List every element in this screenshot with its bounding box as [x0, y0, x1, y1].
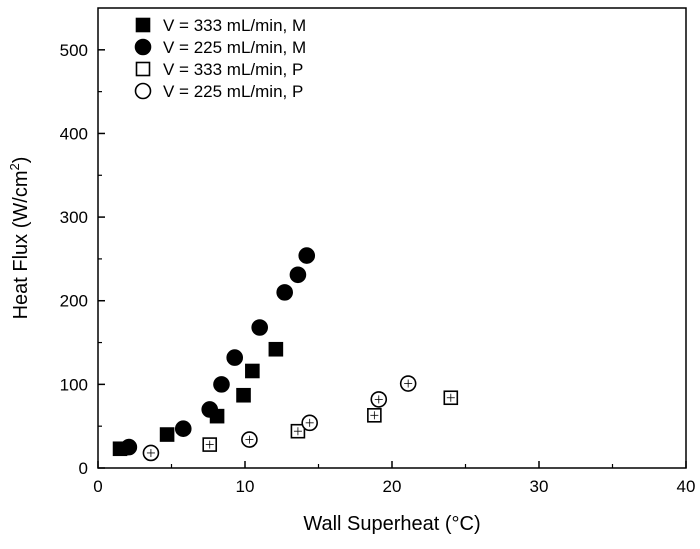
- series-3: [202, 390, 459, 452]
- legend-label: V = 225 mL/min, M: [163, 38, 306, 57]
- legend-item: V = 225 mL/min, P: [134, 82, 303, 101]
- y-axis-label: Heat Flux (W/cm2): [7, 157, 32, 320]
- legend-item: V = 333 mL/min, M: [135, 16, 306, 35]
- x-tick-label: 0: [93, 477, 102, 496]
- legend-marker: [135, 17, 151, 33]
- data-point: [213, 376, 230, 393]
- data-point: [236, 387, 251, 403]
- data-point: [276, 284, 293, 301]
- y-tick-label: 0: [79, 459, 88, 478]
- data-point: [159, 427, 175, 442]
- legend-item: V = 225 mL/min, M: [134, 38, 306, 57]
- series-4: [142, 375, 417, 462]
- y-tick-label: 300: [60, 208, 88, 227]
- data-point: [298, 247, 316, 264]
- legend-item: V = 333 mL/min, P: [135, 60, 303, 79]
- x-tick-label: 30: [530, 477, 549, 496]
- data-point: [120, 438, 138, 456]
- y-tick-label: 400: [60, 124, 88, 143]
- data-points: [112, 247, 459, 462]
- x-tick-label: 10: [236, 477, 255, 496]
- data-point: [245, 363, 260, 379]
- x-tick-label: 20: [383, 477, 402, 496]
- data-point: [226, 349, 244, 366]
- y-tick-label: 200: [60, 292, 88, 311]
- data-point: [201, 401, 219, 418]
- legend: V = 333 mL/min, M V = 225 mL/min, M V = 33…: [134, 16, 306, 101]
- series-2: [120, 247, 316, 456]
- legend-marker: [134, 82, 152, 100]
- x-tick-label: 40: [677, 477, 696, 496]
- x-axis-label: Wall Superheat (°C): [303, 513, 480, 535]
- data-point: [289, 266, 307, 284]
- legend-marker: [135, 61, 151, 77]
- data-point: [251, 319, 269, 336]
- y-tick-label: 500: [60, 41, 88, 60]
- data-point: [174, 420, 192, 437]
- legend-label: V = 333 mL/min, M: [163, 16, 306, 35]
- axis-ticks: [97, 49, 687, 469]
- legend-label: V = 333 mL/min, P: [163, 60, 303, 79]
- legend-marker: [134, 38, 152, 56]
- data-point: [268, 341, 284, 357]
- y-tick-label: 100: [60, 375, 88, 394]
- legend-label: V = 225 mL/min, P: [163, 82, 303, 101]
